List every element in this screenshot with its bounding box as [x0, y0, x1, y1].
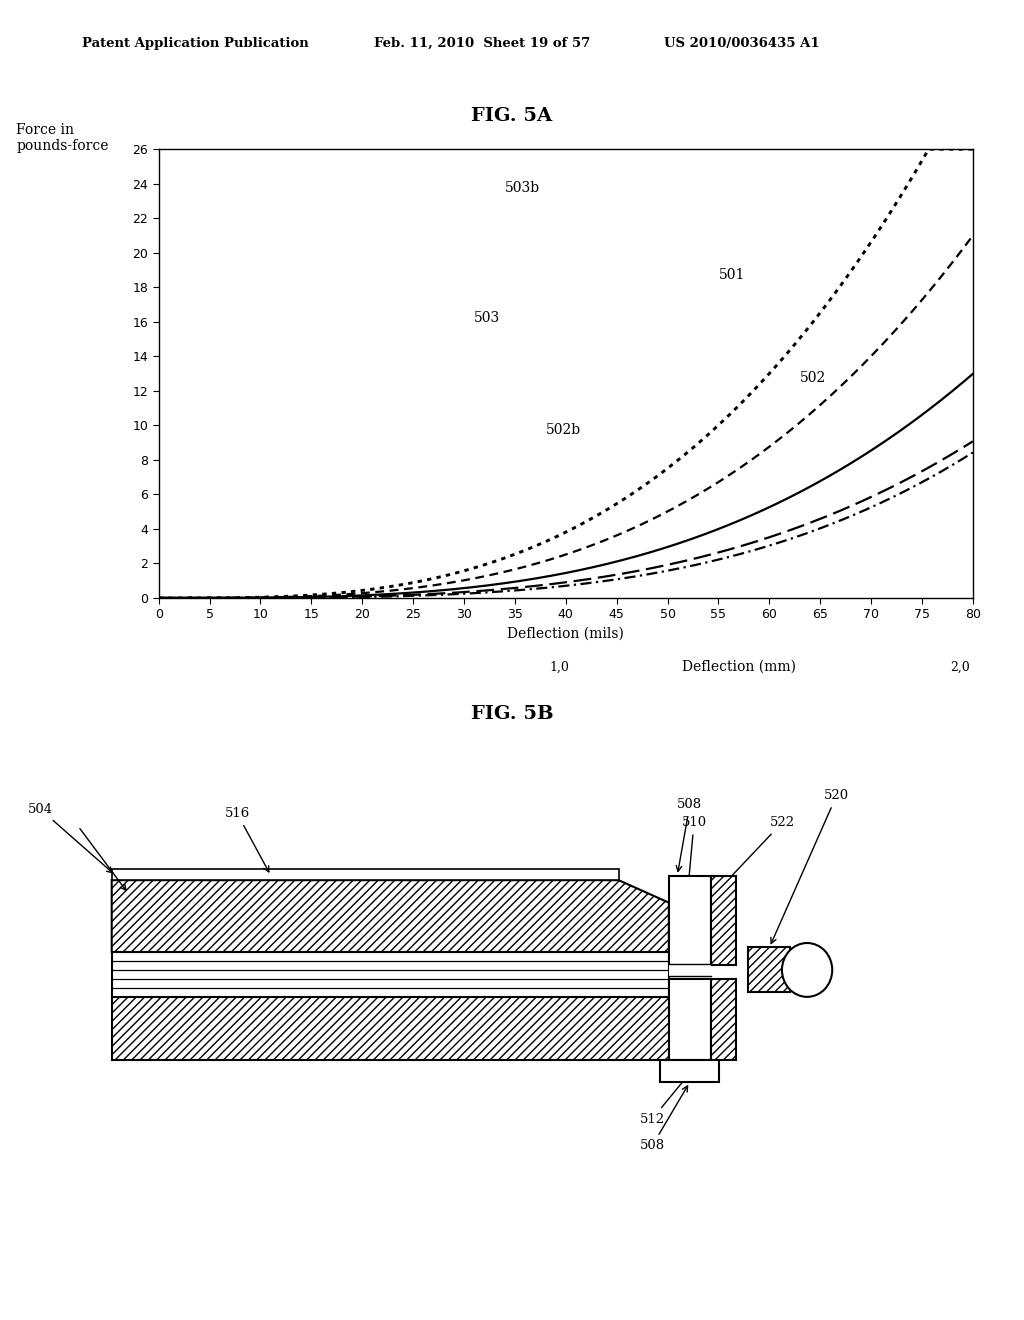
Text: 512: 512 [640, 1077, 687, 1126]
Text: 503b: 503b [505, 181, 540, 195]
Text: 522: 522 [722, 816, 795, 886]
Bar [669, 965, 711, 975]
Text: Force in
pounds-force: Force in pounds-force [16, 123, 109, 153]
Text: 510: 510 [680, 816, 707, 957]
Bar [711, 979, 736, 1060]
Text: 508: 508 [640, 1086, 687, 1152]
Bar [669, 979, 711, 1060]
Polygon shape [112, 880, 669, 952]
Text: 501: 501 [719, 268, 744, 281]
Bar [112, 952, 669, 997]
Text: 502b: 502b [546, 422, 581, 437]
Bar [669, 875, 711, 965]
Text: 503: 503 [474, 310, 501, 325]
Bar [711, 875, 736, 965]
Bar [660, 1060, 719, 1082]
Text: 504: 504 [28, 803, 113, 873]
Text: 502: 502 [800, 371, 826, 385]
Circle shape [782, 942, 833, 997]
Bar [749, 948, 791, 993]
X-axis label: Deflection (mils): Deflection (mils) [507, 627, 625, 642]
Bar [112, 997, 669, 1060]
Text: FIG. 5B: FIG. 5B [471, 705, 553, 723]
Text: 520: 520 [771, 789, 849, 944]
Text: Feb. 11, 2010  Sheet 19 of 57: Feb. 11, 2010 Sheet 19 of 57 [374, 37, 590, 50]
Text: 2,0: 2,0 [950, 660, 970, 673]
Text: US 2010/0036435 A1: US 2010/0036435 A1 [664, 37, 819, 50]
Text: 508: 508 [676, 799, 702, 871]
Bar [112, 869, 618, 880]
Text: Patent Application Publication: Patent Application Publication [82, 37, 308, 50]
Text: 1,0: 1,0 [550, 660, 569, 673]
Text: FIG. 5A: FIG. 5A [471, 107, 553, 125]
Text: 516: 516 [224, 808, 269, 873]
Text: Deflection (mm): Deflection (mm) [682, 660, 796, 673]
